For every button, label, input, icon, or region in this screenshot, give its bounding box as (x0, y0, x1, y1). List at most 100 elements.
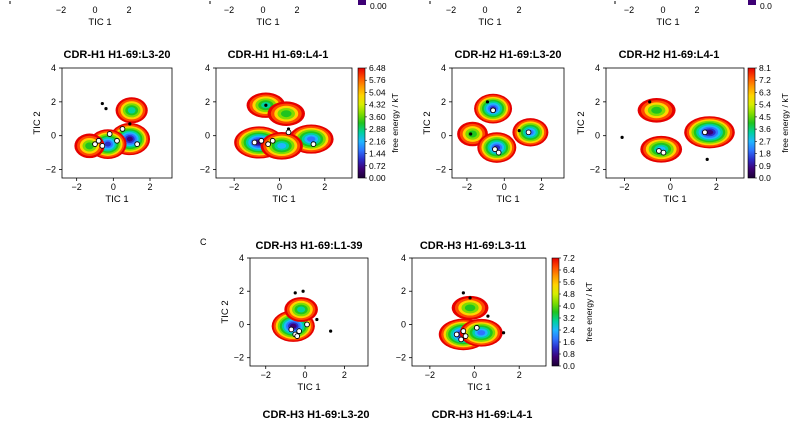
colorbar-tick-label: 5.4 (759, 100, 771, 110)
colorbar-tick-label: 5.04 (369, 87, 386, 97)
panel-letter-c: C (200, 237, 207, 247)
colorbar-label: free energy / kT (780, 93, 790, 153)
cluster-center-marker (492, 146, 498, 153)
colorbar (551, 257, 560, 367)
cluster-center-marker (294, 333, 301, 339)
colorbar (747, 67, 756, 179)
top-xtick: 2 (694, 5, 699, 15)
y-tick-label: 4 (401, 253, 406, 263)
cluster-center-marker (114, 137, 120, 144)
state-dot (468, 296, 472, 300)
x-tick-label: 2 (714, 182, 719, 192)
energy-basin-level (651, 106, 662, 114)
energy-basin-level (297, 306, 306, 313)
colorbar-tick-label: 4.8 (563, 289, 575, 299)
state-dot (648, 100, 652, 104)
state-dot (293, 291, 297, 295)
colorbar-tick-label: 2.16 (369, 136, 386, 146)
free-energy-surface (271, 297, 318, 342)
state-dot (301, 289, 305, 293)
top-xtick: −2 (56, 5, 66, 15)
y-tick-label: −2 (200, 165, 210, 175)
colorbar-tick-label: 5.6 (563, 277, 575, 287)
axes-frame (451, 67, 565, 179)
state-dot (100, 101, 104, 106)
x-axis-label: TIC 1 (105, 194, 128, 205)
cluster-center-marker (473, 324, 480, 331)
cluster-center-marker (95, 137, 102, 144)
cluster-center-marker (106, 131, 113, 137)
y-axis-label: TIC 2 (32, 111, 43, 134)
colorbar-tick-label: 1.8 (759, 149, 771, 159)
axes-frame (249, 257, 369, 367)
colorbar-tick-label: 0.72 (369, 161, 386, 171)
state-dot (461, 291, 465, 295)
cluster-center-marker (304, 321, 310, 328)
y-axis-label: TIC 2 (576, 111, 587, 134)
state-dot (104, 107, 108, 111)
axes-frame (605, 67, 745, 179)
top-xtick: 0 (260, 5, 265, 15)
colorbar-tick-label: 3.2 (563, 313, 575, 323)
y-tick-label: 0 (205, 131, 210, 141)
y-tick-label: 4 (239, 253, 244, 263)
x-tick-label: 0 (502, 182, 507, 192)
cluster-center-marker (310, 141, 317, 148)
energy-basin-level (705, 129, 714, 135)
x-tick-label: 2 (517, 370, 522, 380)
y-tick-label: 2 (595, 97, 600, 107)
y-axis-label: TIC 2 (422, 111, 433, 134)
cluster-center-marker (288, 326, 295, 333)
top-xtick: 0 (92, 5, 97, 15)
cluster-center-marker (285, 129, 292, 136)
y-tick-label: 4 (205, 63, 210, 73)
colorbar-tick-label: 6.48 (369, 63, 386, 73)
top-colorbar-stub (748, 0, 756, 5)
top-xtick: −2 (224, 5, 234, 15)
cluster-center-marker (251, 139, 258, 146)
y-tick-label: −2 (590, 165, 600, 175)
x-tick-label: −2 (425, 370, 435, 380)
x-tick-label: 0 (303, 370, 308, 380)
top-xlabel: TIC 1 (88, 17, 111, 28)
y-tick-label: 0 (441, 131, 446, 141)
x-tick-label: 0 (111, 182, 116, 192)
top-xtick: 0 (660, 5, 665, 15)
y-tick-label: −2 (46, 165, 56, 175)
top-xlabel: TIC 1 (478, 17, 501, 28)
panel-title: CDR-H1 H1-69:L4-1 (228, 49, 329, 61)
y-tick-label: 2 (205, 97, 210, 107)
colorbar-tick-label: 7.2 (759, 75, 771, 85)
y-tick-label: −2 (436, 165, 446, 175)
colorbar-tick-label: 4.5 (759, 112, 771, 122)
cluster-center-marker (265, 141, 271, 148)
x-tick-label: 2 (342, 370, 347, 380)
top-cbar-tick: 0.00 (370, 1, 387, 11)
energy-basin-level (85, 142, 94, 150)
y-tick-label: −2 (396, 353, 406, 363)
colorbar-tick-label: 3.6 (759, 124, 771, 134)
x-tick-label: 2 (147, 182, 152, 192)
cluster-center-marker (460, 328, 467, 334)
colorbar-label: free energy / kT (390, 93, 400, 153)
colorbar-tick-label: 2.88 (369, 124, 386, 134)
cluster-center-marker (525, 129, 532, 136)
cluster-center-marker (702, 129, 708, 136)
top-xtick: 2 (126, 5, 131, 15)
axes-frame (61, 67, 173, 179)
colorbar-tick-label: 2.7 (759, 136, 771, 146)
energy-basin-level (277, 142, 287, 149)
top-xtick: 0 (482, 5, 487, 15)
colorbar-tick-label: 2.4 (563, 325, 575, 335)
cluster-center-marker (269, 137, 276, 144)
x-axis-label: TIC 1 (297, 382, 320, 393)
colorbar-tick-label: 1.6 (563, 337, 575, 347)
x-axis-label: TIC 1 (496, 194, 519, 205)
cluster-center-marker (99, 142, 106, 149)
x-tick-label: 0 (472, 370, 477, 380)
cluster-center-marker (495, 149, 502, 156)
cluster-center-marker (258, 137, 265, 144)
cluster-center-marker (453, 331, 460, 338)
x-tick-label: −2 (261, 370, 271, 380)
